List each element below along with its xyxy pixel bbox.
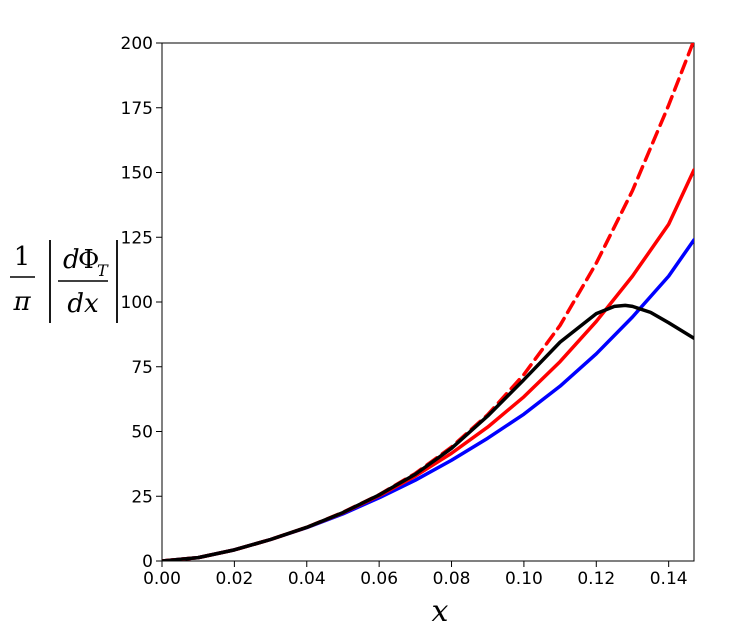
y-tick-label: 150 <box>121 164 153 184</box>
y-tick-label: 100 <box>121 293 153 313</box>
x-axis-label: x <box>432 594 449 629</box>
x-tick-label: 0.08 <box>433 569 471 589</box>
y-tick-label: 175 <box>121 99 153 119</box>
x-tick-label: 0.12 <box>577 569 615 589</box>
series-line-1 <box>162 238 694 561</box>
plot-area <box>161 42 695 562</box>
series-layer <box>162 43 694 561</box>
y-axis-ticks: 0 25 50 75 100 125 150 175 200 <box>121 34 162 572</box>
x-tick-label: 0.04 <box>288 569 326 589</box>
y-label-derivative-subscript: T <box>97 261 109 280</box>
y-label-derivative-phi: Φ <box>78 245 99 275</box>
series-line-4 <box>162 303 694 561</box>
y-label-fraction-numerator: 1 <box>14 242 31 272</box>
plot-frame <box>161 42 695 562</box>
x-tick-label: 0.10 <box>505 569 543 589</box>
x-axis-ticks: 0.00 0.02 0.04 0.06 0.08 0.10 0.12 0.14 <box>143 561 688 589</box>
y-label-derivative-d: d <box>63 245 80 275</box>
y-label-fraction-denominator: π <box>12 287 31 317</box>
y-tick-label: 200 <box>121 34 153 54</box>
y-tick-label: 25 <box>131 487 153 507</box>
x-tick-label: 0.14 <box>650 569 688 589</box>
y-tick-label: 50 <box>131 423 153 443</box>
y-tick-label: 75 <box>131 358 153 378</box>
y-axis-label: 1 π d Φ T dx <box>10 240 118 323</box>
x-tick-label: 0.00 <box>143 569 181 589</box>
y-tick-label: 125 <box>121 228 153 248</box>
x-tick-label: 0.02 <box>215 569 253 589</box>
y-tick-label: 0 <box>142 552 153 572</box>
x-tick-label: 0.06 <box>360 569 398 589</box>
y-label-derivative-denominator: dx <box>67 289 99 319</box>
